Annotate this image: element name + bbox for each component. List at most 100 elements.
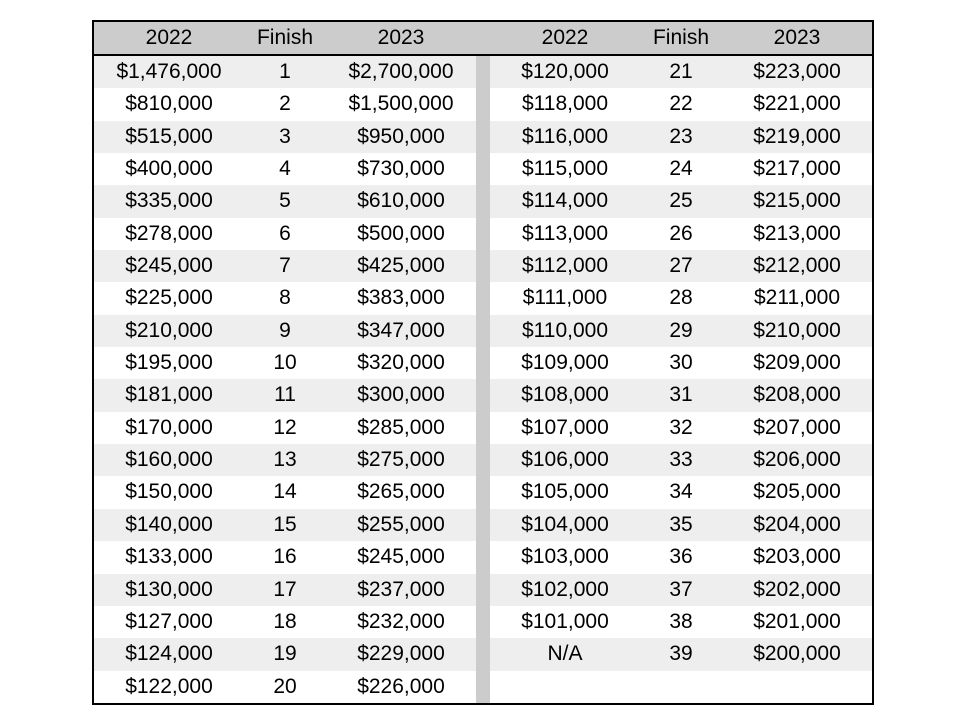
row-separator xyxy=(476,88,490,120)
table-row: $124,00019$229,000N/A39$200,000 xyxy=(94,638,872,670)
cell-left-2023: $245,000 xyxy=(326,541,476,573)
cell-left-finish: 13 xyxy=(244,444,326,476)
cell-right-2022: $105,000 xyxy=(490,476,640,508)
cell-right-2022: $108,000 xyxy=(490,379,640,411)
cell-right-2023: $209,000 xyxy=(722,347,872,379)
cell-left-2022: $130,000 xyxy=(94,574,244,606)
row-separator xyxy=(476,671,490,703)
cell-right-finish xyxy=(640,671,722,703)
cell-right-2023: $223,000 xyxy=(722,55,872,88)
cell-left-2023: $950,000 xyxy=(326,121,476,153)
table-row: $225,0008$383,000$111,00028$211,000 xyxy=(94,282,872,314)
cell-left-2022: $225,000 xyxy=(94,282,244,314)
row-separator xyxy=(476,476,490,508)
cell-left-2023: $275,000 xyxy=(326,444,476,476)
row-separator xyxy=(476,315,490,347)
cell-right-2023: $200,000 xyxy=(722,638,872,670)
cell-right-finish: 33 xyxy=(640,444,722,476)
cell-left-finish: 4 xyxy=(244,153,326,185)
row-separator xyxy=(476,347,490,379)
cell-right-finish: 39 xyxy=(640,638,722,670)
cell-left-2023: $232,000 xyxy=(326,606,476,638)
cell-right-finish: 38 xyxy=(640,606,722,638)
table-body: $1,476,0001$2,700,000$120,00021$223,000$… xyxy=(94,55,872,703)
cell-right-finish: 28 xyxy=(640,282,722,314)
cell-right-finish: 29 xyxy=(640,315,722,347)
cell-left-2022: $335,000 xyxy=(94,185,244,217)
cell-right-2023: $201,000 xyxy=(722,606,872,638)
row-separator xyxy=(476,218,490,250)
cell-left-2022: $1,476,000 xyxy=(94,55,244,88)
table-row: $1,476,0001$2,700,000$120,00021$223,000 xyxy=(94,55,872,88)
cell-left-finish: 16 xyxy=(244,541,326,573)
cell-right-finish: 30 xyxy=(640,347,722,379)
cell-left-2022: $245,000 xyxy=(94,250,244,282)
cell-right-2022: $115,000 xyxy=(490,153,640,185)
cell-right-2023: $212,000 xyxy=(722,250,872,282)
table-row: $133,00016$245,000$103,00036$203,000 xyxy=(94,541,872,573)
cell-left-2022: $133,000 xyxy=(94,541,244,573)
col-right-finish: Finish xyxy=(640,22,722,55)
table-row: $400,0004$730,000$115,00024$217,000 xyxy=(94,153,872,185)
cell-right-2022: $104,000 xyxy=(490,509,640,541)
cell-left-2023: $229,000 xyxy=(326,638,476,670)
cell-right-2023: $217,000 xyxy=(722,153,872,185)
cell-left-2023: $425,000 xyxy=(326,250,476,282)
table-row: $170,00012$285,000$107,00032$207,000 xyxy=(94,412,872,444)
cell-left-2022: $122,000 xyxy=(94,671,244,703)
row-separator xyxy=(476,121,490,153)
cell-left-2023: $265,000 xyxy=(326,476,476,508)
cell-right-2023: $211,000 xyxy=(722,282,872,314)
cell-left-2023: $383,000 xyxy=(326,282,476,314)
row-separator xyxy=(476,444,490,476)
col-right-2022: 2022 xyxy=(490,22,640,55)
cell-left-finish: 6 xyxy=(244,218,326,250)
cell-right-finish: 25 xyxy=(640,185,722,217)
cell-right-2022: $118,000 xyxy=(490,88,640,120)
cell-right-2022: $116,000 xyxy=(490,121,640,153)
payout-table-wrap: 2022 Finish 2023 2022 Finish 2023 $1,476… xyxy=(92,20,874,705)
cell-right-2023: $204,000 xyxy=(722,509,872,541)
cell-right-2023: $206,000 xyxy=(722,444,872,476)
cell-right-2022: $103,000 xyxy=(490,541,640,573)
cell-right-2023: $210,000 xyxy=(722,315,872,347)
cell-left-finish: 10 xyxy=(244,347,326,379)
cell-right-2022: $107,000 xyxy=(490,412,640,444)
cell-right-finish: 26 xyxy=(640,218,722,250)
table-row: $122,00020$226,000 xyxy=(94,671,872,703)
cell-right-2022: $102,000 xyxy=(490,574,640,606)
row-separator xyxy=(476,282,490,314)
cell-left-2022: $810,000 xyxy=(94,88,244,120)
cell-left-finish: 19 xyxy=(244,638,326,670)
cell-right-2022: N/A xyxy=(490,638,640,670)
cell-left-finish: 9 xyxy=(244,315,326,347)
cell-left-2023: $500,000 xyxy=(326,218,476,250)
cell-left-finish: 3 xyxy=(244,121,326,153)
table-row: $195,00010$320,000$109,00030$209,000 xyxy=(94,347,872,379)
cell-left-finish: 18 xyxy=(244,606,326,638)
row-separator xyxy=(476,250,490,282)
cell-left-finish: 2 xyxy=(244,88,326,120)
cell-right-2023 xyxy=(722,671,872,703)
cell-left-finish: 15 xyxy=(244,509,326,541)
table-row: $127,00018$232,000$101,00038$201,000 xyxy=(94,606,872,638)
table-row: $130,00017$237,000$102,00037$202,000 xyxy=(94,574,872,606)
cell-left-2022: $515,000 xyxy=(94,121,244,153)
cell-left-2023: $255,000 xyxy=(326,509,476,541)
cell-left-2022: $127,000 xyxy=(94,606,244,638)
cell-right-2023: $207,000 xyxy=(722,412,872,444)
table-row: $160,00013$275,000$106,00033$206,000 xyxy=(94,444,872,476)
payout-table: 2022 Finish 2023 2022 Finish 2023 $1,476… xyxy=(94,22,872,703)
cell-left-finish: 12 xyxy=(244,412,326,444)
table-row: $335,0005$610,000$114,00025$215,000 xyxy=(94,185,872,217)
cell-right-2023: $202,000 xyxy=(722,574,872,606)
cell-left-2023: $2,700,000 xyxy=(326,55,476,88)
cell-right-2022: $110,000 xyxy=(490,315,640,347)
cell-left-2022: $181,000 xyxy=(94,379,244,411)
row-separator xyxy=(476,412,490,444)
cell-right-2023: $208,000 xyxy=(722,379,872,411)
table-row: $810,0002$1,500,000$118,00022$221,000 xyxy=(94,88,872,120)
cell-right-finish: 21 xyxy=(640,55,722,88)
table-row: $150,00014$265,000$105,00034$205,000 xyxy=(94,476,872,508)
col-separator xyxy=(476,22,490,55)
